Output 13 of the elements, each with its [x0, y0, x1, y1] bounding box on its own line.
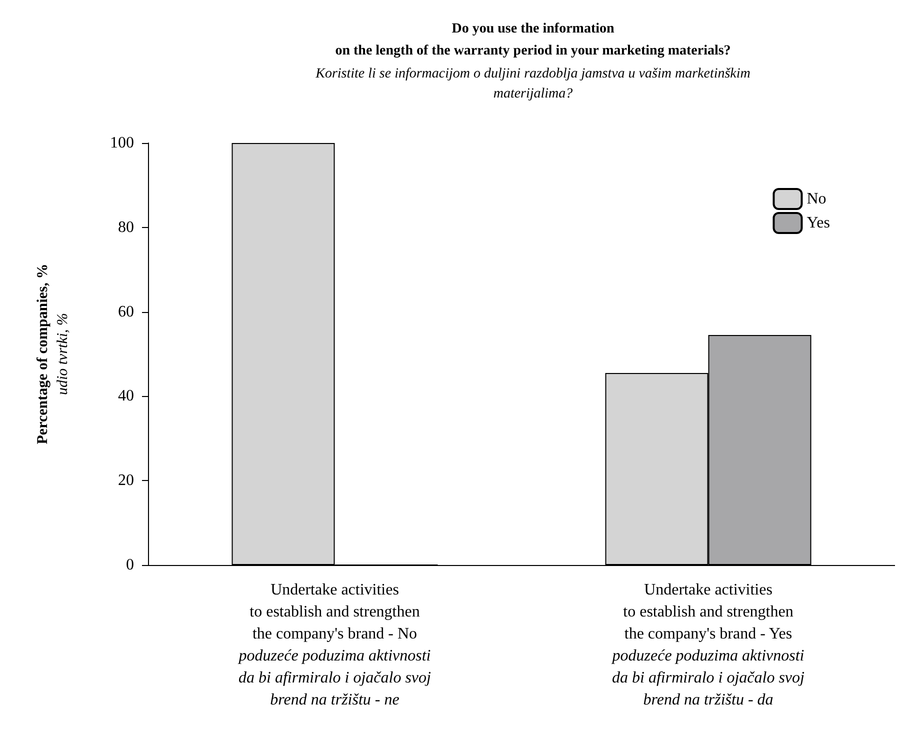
y-tick-label: 80 [118, 218, 134, 236]
y-tick-label: 100 [110, 134, 134, 152]
x-tick-label: Undertake activities to establish and strengthen the company's brand - Yes poduzeće poduzima aktivnosti da bi afirmiralo i ojačalo svoj brend na tržištu - da [611, 582, 806, 708]
chart-title: Do you use the information on the length of the warranty period in your marketing materials? [335, 22, 731, 58]
x-tick-label: Undertake activities to establish and strengthen the company's brand - No poduzeće poduzima aktivnosti da bi afirmiralo i ojačalo svoj brend na tržištu - ne [238, 582, 432, 708]
legend-label: No [806, 190, 826, 208]
y-tick-label: 20 [118, 472, 134, 490]
y-tick-label: 60 [118, 303, 134, 320]
chart-subtitle: Koristite li se informacijom o duljini razdoblja jamstva u vašim marketinškim materijalima? [314, 66, 750, 102]
legend-label: Yes [806, 214, 830, 232]
y-tick-label: 0 [126, 556, 134, 574]
y-tick-label: 40 [118, 388, 134, 405]
y-axis-title: Percentage of companies, % udio tvrtki, % [35, 264, 71, 444]
